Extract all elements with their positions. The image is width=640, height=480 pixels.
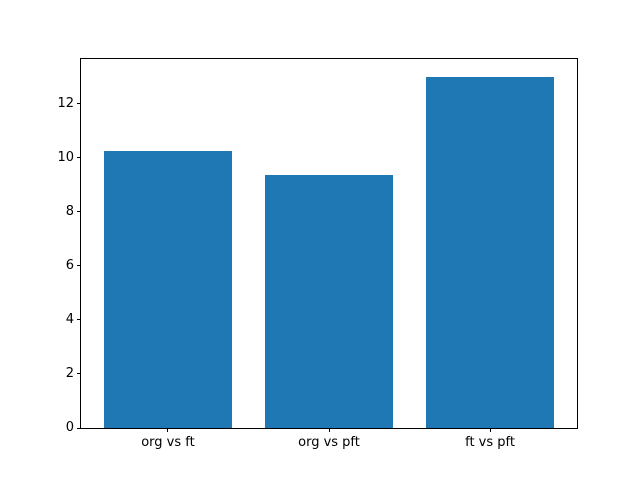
y-tick-mark	[77, 319, 81, 321]
bar	[103, 150, 233, 428]
y-tick-label: 4	[65, 311, 74, 327]
y-tick-mark	[77, 427, 81, 429]
axes: org vs ft org vs pft ft vs pft 0 2 4 6 8 10 12	[57, 58, 578, 450]
bar	[425, 76, 555, 428]
y-tick-label: 6	[65, 257, 74, 273]
x-tick-mark	[489, 428, 491, 432]
y-tick-label: 12	[57, 95, 74, 111]
y-tick-mark	[77, 265, 81, 267]
y-tick-label: 0	[65, 420, 74, 435]
x-tick-label: ft vs pft	[465, 435, 515, 450]
y-tick-label: 10	[57, 149, 74, 165]
x-tick-mark	[328, 428, 330, 432]
y-tick-mark	[77, 211, 81, 213]
y-tick-mark	[77, 373, 81, 375]
y-tick-mark	[77, 103, 81, 105]
y-tick-label: 8	[65, 203, 74, 219]
x-tick-label: org vs pft	[298, 435, 360, 450]
y-tick-label: 2	[65, 365, 74, 381]
y-tick-mark	[77, 157, 81, 159]
x-tick-label: org vs ft	[141, 435, 195, 450]
bar	[264, 175, 394, 428]
x-tick-mark	[167, 428, 169, 432]
